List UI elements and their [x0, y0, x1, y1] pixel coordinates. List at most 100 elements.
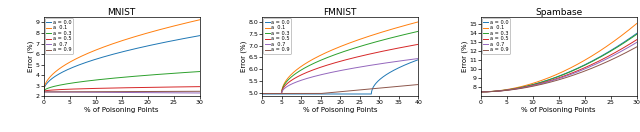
Line: a = 0.3: a = 0.3 — [44, 72, 200, 92]
a = 0.0 — [528, 84, 536, 86]
a = 0.3 — [152, 74, 160, 75]
Y-axis label: Error (%): Error (%) — [28, 41, 35, 72]
a  0.1 — [575, 63, 583, 64]
a  0.7 — [309, 76, 317, 78]
a  0.7 — [539, 82, 547, 84]
Line: a = 0.3: a = 0.3 — [481, 34, 637, 92]
a  0.7 — [277, 93, 285, 94]
a = 0.9 — [259, 93, 266, 94]
a = 0.5 — [90, 88, 98, 89]
a  0.1 — [633, 23, 640, 24]
a  0.1 — [90, 50, 98, 51]
a = 0.5 — [40, 91, 47, 92]
Line: a = 0.5: a = 0.5 — [262, 44, 418, 94]
a = 0.3 — [277, 93, 285, 94]
a  0.7 — [528, 85, 536, 87]
a = 0.0 — [40, 91, 47, 92]
a = 0.5 — [633, 39, 640, 40]
a = 0.0 — [414, 59, 422, 60]
a = 0.0 — [589, 60, 597, 61]
Line: a  0.7: a 0.7 — [481, 42, 637, 92]
a  0.1 — [277, 93, 285, 94]
a = 0.3 — [40, 91, 47, 92]
Line: a = 0.9: a = 0.9 — [481, 47, 637, 92]
a = 0.3 — [495, 90, 503, 92]
a  0.1 — [40, 91, 47, 92]
a = 0.5 — [575, 69, 583, 71]
a  0.7 — [575, 70, 583, 72]
a = 0.3 — [320, 58, 328, 60]
a  0.1 — [58, 66, 66, 67]
Line: a  0.7: a 0.7 — [262, 58, 418, 94]
a = 0.3 — [590, 60, 598, 61]
a  0.1 — [477, 91, 484, 93]
a = 0.9 — [495, 90, 503, 92]
a = 0.9 — [153, 91, 161, 92]
a = 0.9 — [539, 83, 547, 85]
a  0.1 — [372, 33, 380, 35]
a  0.1 — [153, 30, 161, 31]
a = 0.9 — [277, 93, 285, 94]
a  0.7 — [414, 58, 422, 59]
a  0.1 — [196, 19, 204, 21]
Legend: a = 0.0, a  0.1, a = 0.3, a = 0.5, a  0.7, a = 0.9: a = 0.0, a 0.1, a = 0.3, a = 0.5, a 0.7,… — [482, 18, 510, 54]
a = 0.9 — [320, 92, 328, 94]
a = 0.5 — [356, 55, 364, 57]
Line: a = 0.3: a = 0.3 — [262, 31, 418, 94]
a = 0.9 — [90, 91, 98, 93]
a = 0.0 — [102, 56, 109, 57]
a  0.7 — [153, 92, 161, 93]
a = 0.5 — [102, 87, 109, 89]
a = 0.0 — [90, 59, 98, 60]
Line: a = 0.5: a = 0.5 — [481, 40, 637, 92]
a = 0.9 — [371, 88, 379, 89]
a = 0.0 — [152, 43, 160, 45]
a = 0.3 — [58, 84, 66, 85]
a = 0.0 — [477, 91, 484, 93]
a  0.7 — [320, 73, 328, 75]
Title: FMNIST: FMNIST — [323, 8, 357, 17]
a = 0.5 — [372, 52, 380, 54]
a = 0.5 — [58, 89, 66, 90]
a = 0.5 — [495, 90, 503, 92]
a  0.1 — [138, 34, 145, 36]
a = 0.3 — [372, 41, 380, 43]
Line: a  0.7: a 0.7 — [44, 92, 200, 93]
a = 0.5 — [196, 86, 204, 87]
a = 0.9 — [58, 91, 66, 93]
a  0.1 — [356, 38, 364, 40]
a = 0.5 — [528, 85, 536, 86]
a = 0.5 — [539, 82, 547, 84]
Line: a = 0.5: a = 0.5 — [44, 87, 200, 92]
a  0.7 — [152, 92, 160, 93]
a  0.1 — [320, 53, 328, 54]
a = 0.9 — [528, 86, 536, 87]
a = 0.3 — [633, 34, 640, 35]
a = 0.0 — [153, 43, 161, 45]
a = 0.5 — [477, 91, 484, 93]
a  0.1 — [152, 30, 160, 31]
Line: a = 0.0: a = 0.0 — [481, 33, 637, 92]
Line: a = 0.9: a = 0.9 — [44, 91, 200, 92]
Line: a  0.1: a 0.1 — [262, 22, 418, 94]
a = 0.9 — [575, 72, 583, 74]
a  0.7 — [58, 91, 66, 93]
Title: Spambase: Spambase — [535, 8, 582, 17]
a = 0.9 — [477, 91, 484, 93]
a = 0.0 — [372, 83, 380, 84]
a = 0.5 — [259, 93, 266, 94]
a = 0.0 — [590, 59, 598, 61]
a  0.1 — [495, 90, 503, 91]
a = 0.3 — [102, 78, 109, 80]
a = 0.9 — [196, 91, 204, 92]
a  0.1 — [414, 21, 422, 23]
a  0.1 — [539, 79, 547, 81]
a = 0.3 — [356, 46, 364, 47]
a  0.1 — [371, 34, 379, 35]
a = 0.9 — [152, 91, 160, 92]
Title: MNIST: MNIST — [108, 8, 136, 17]
Y-axis label: Error (%): Error (%) — [241, 41, 247, 72]
a  0.1 — [102, 46, 109, 47]
a = 0.9 — [372, 88, 380, 89]
a = 0.0 — [259, 93, 266, 95]
